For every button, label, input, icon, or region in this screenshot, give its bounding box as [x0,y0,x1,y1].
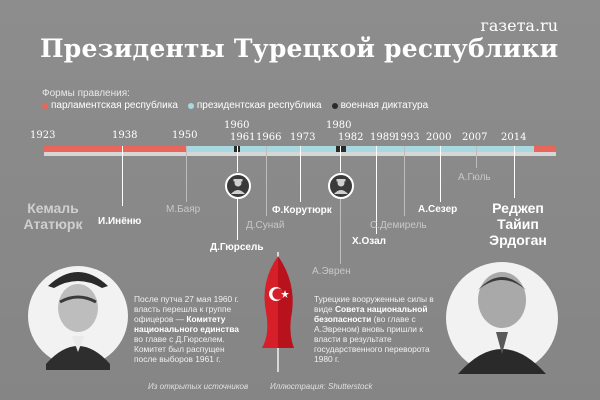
president-gul: А.Гюль [458,172,491,183]
president-inonu: И.Инёню [98,216,142,227]
red-dot-icon [42,102,48,109]
president-koruturk: Ф.Корутюрк [272,205,332,216]
tick-erdogan [514,146,515,198]
tick-bayar [186,146,187,202]
credit-illustration: Иллюстрация: Shutterstock [270,382,373,391]
soldier-icon [225,173,251,199]
president-evren: А.Эврен [312,266,351,277]
timeline-presidential-2 [240,146,336,152]
erdogan-portrait [444,250,560,385]
timeline-parliamentary-2 [534,146,556,152]
legend-heading: Формы правления: [42,88,130,99]
year-1980: 1980 [326,120,352,131]
note-1980: Турецкие вооруженные силы в виде Совета … [314,294,434,364]
black-dot-icon [331,102,338,109]
tick-sunay [266,146,267,216]
president-gursel: Д.Гюрсель [210,242,264,253]
year-1950: 1950 [172,130,198,141]
year-1961: 1961 [230,132,256,143]
year-1938: 1938 [112,130,138,141]
legend: парламентская республика президентская р… [42,100,428,111]
year-1973: 1973 [290,132,316,143]
timeline-presidential-1 [186,146,234,152]
legend-item-parliamentary: парламентская республика [42,100,178,111]
year-2014: 2014 [501,132,527,143]
tick-gursel [237,146,238,172]
president-bayar: М.Баяр [166,204,201,215]
credit-source: Из открытых источников [148,382,249,391]
legend-item-military: военная диктатура [331,100,428,111]
year-1923: 1923 [30,130,56,141]
president-ozal: Х.Озал [352,236,386,247]
ataturk-portrait [26,252,130,385]
president-ataturk: Кемаль Ататюрк [23,200,83,232]
tick-inonu [122,146,123,206]
legend-item-presidential: президентская республика [187,100,322,111]
president-erdogan: Реджеп Тайип Эрдоган [489,200,547,248]
soldier-icon [328,173,354,199]
tick-koruturk [300,146,301,202]
year-2007: 2007 [462,132,488,143]
year-1960: 1960 [224,120,250,131]
blue-dot-icon [187,102,194,109]
year-2000: 2000 [426,132,452,143]
year-1966: 1966 [256,132,282,143]
year-1989: 1989 [370,132,396,143]
tick-ozal [376,146,377,234]
timeline-military-1980 [336,146,346,152]
note-1960: После путча 27 мая 1960 г. власть перешл… [134,294,239,364]
tick-sezer [440,146,441,202]
year-1982: 1982 [338,132,364,143]
president-demirel: С.Демирель [370,220,427,231]
tick-demirel [404,146,405,216]
tick-evren [340,146,341,172]
year-1993: 1993 [394,132,420,143]
tick-gul [476,146,477,168]
page-title: Президенты Турецкой республики [40,34,559,63]
president-sezer: А.Сезер [418,204,458,215]
president-sunay: Д.Сунай [246,220,285,231]
turkish-flag [256,252,302,379]
brand-logo: газета.ru [480,16,558,35]
tick-evren-2 [340,196,341,264]
timeline-parliamentary-1 [44,146,186,152]
tick-gursel-2 [237,196,238,240]
